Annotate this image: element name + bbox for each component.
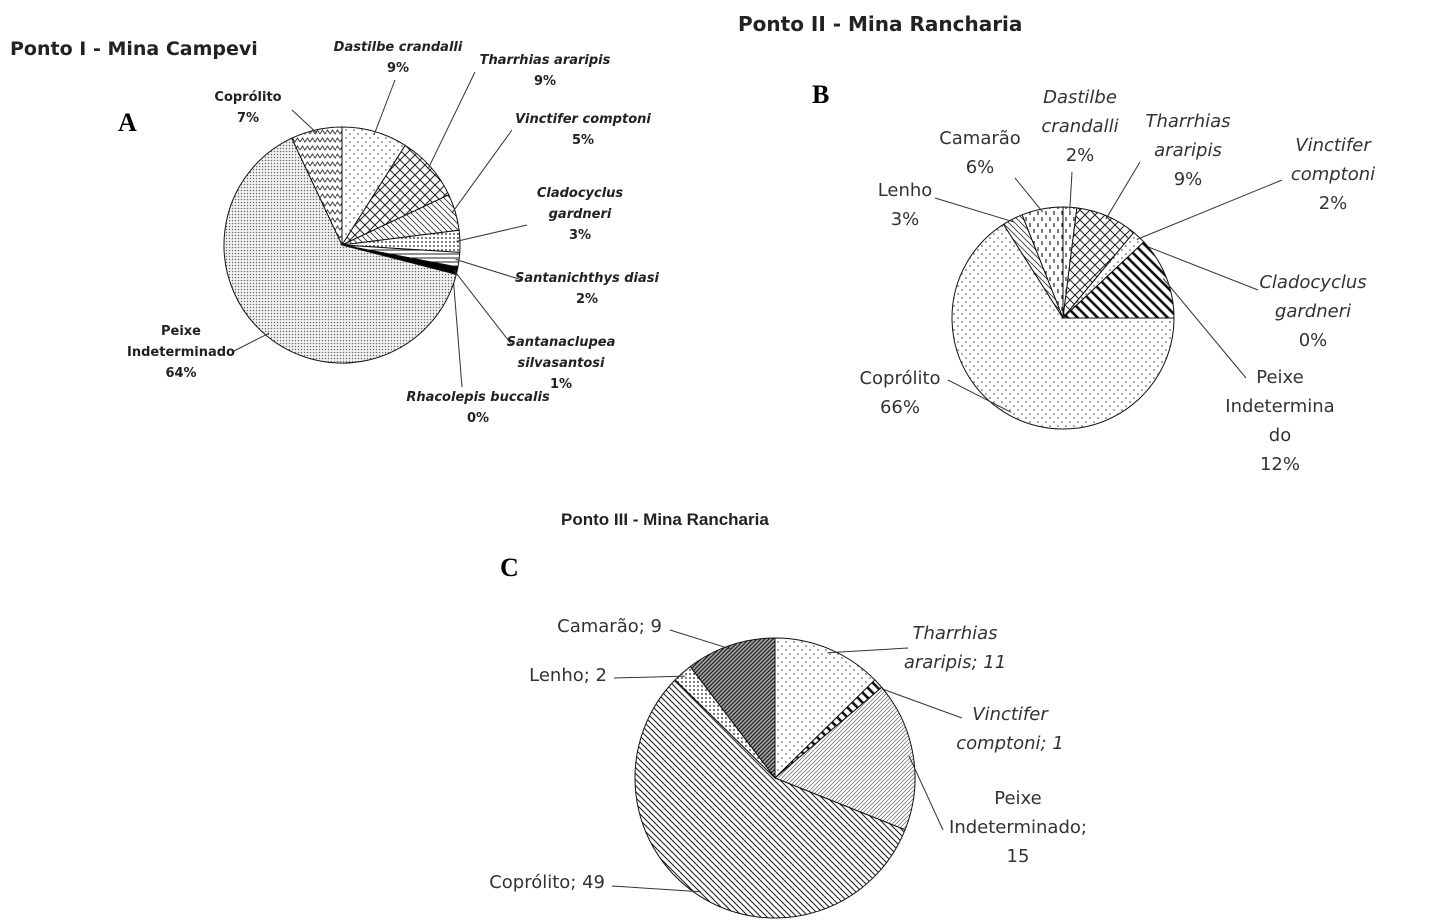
slice-label: Vinctifer comptoni; 1: [935, 700, 1085, 758]
slice-label: Dastilbe crandalli 9%: [318, 37, 478, 79]
slice-label: Cladocyclus gardneri 0%: [1253, 268, 1373, 355]
leader-line: [614, 676, 685, 678]
leader-line: [1070, 172, 1072, 211]
category-name: Camarão: [939, 128, 1021, 149]
value-label: 3%: [525, 225, 635, 246]
category-name: Santanaclupea silvasantosi: [507, 335, 616, 371]
slice-label: Lenho 3%: [870, 176, 940, 234]
value-label: 5%: [493, 130, 673, 151]
value-label: 2%: [502, 289, 672, 310]
label-separator: ;: [1041, 733, 1053, 754]
slice-label: Tharrhias araripis 9%: [460, 50, 630, 92]
value-label: 9%: [318, 58, 478, 79]
slice-label: Coprólito 7%: [208, 87, 288, 129]
value-label: 12%: [1225, 450, 1335, 479]
panel-label: C: [500, 553, 519, 583]
value-label: 2: [596, 665, 607, 686]
value-label: 1: [1052, 733, 1063, 754]
category-name: Peixe Indeterminado: [949, 788, 1081, 838]
panel-label: A: [118, 108, 137, 138]
label-separator: ;: [971, 652, 983, 673]
panel-label: B: [812, 80, 829, 110]
value-label: 7%: [208, 108, 288, 129]
chart-title: Ponto III - Mina Rancharia: [561, 510, 769, 530]
value-label: 0%: [388, 408, 568, 429]
leader-line: [232, 333, 269, 352]
label-separator: ;: [1081, 817, 1087, 838]
value-label: 49: [582, 872, 605, 893]
slice-label: Camarão; 9: [512, 612, 662, 641]
value-label: 11: [983, 652, 1006, 673]
slice-label: Tharrhias araripis 9%: [1138, 107, 1238, 194]
value-label: 9%: [1138, 165, 1238, 194]
value-label: 2%: [1273, 189, 1393, 218]
slice-label: Lenho; 2: [457, 661, 607, 690]
leader-line: [456, 225, 527, 241]
label-separator: ;: [639, 616, 651, 637]
category-name: Coprólito: [214, 90, 281, 105]
value-label: 15: [1007, 846, 1030, 867]
slice-label: Peixe Indeterminado; 15: [943, 784, 1093, 871]
slice-label: Santanichthys diasi 2%: [502, 268, 672, 310]
figure: Ponto I - Mina Campevi A Dastilbe crandall…: [0, 0, 1443, 924]
leader-line: [935, 198, 1014, 222]
category-name: Tharrhias araripis: [1145, 111, 1230, 161]
value-label: 2%: [1030, 141, 1130, 170]
category-name: Peixe Indeterminado: [127, 324, 235, 360]
leader-line: [453, 273, 462, 387]
category-name: Rhacolepis buccalis: [406, 390, 549, 405]
leader-line: [1015, 178, 1043, 212]
category-name: Dastilbe crandalli: [1041, 87, 1118, 137]
leader-line: [292, 110, 317, 133]
label-separator: ;: [584, 665, 596, 686]
slice-label: Vinctifer comptoni 5%: [493, 109, 673, 151]
slice-label: Coprólito 66%: [855, 364, 945, 422]
slice-label: Rhacolepis buccalis 0%: [388, 387, 568, 429]
slice-label: Peixe Indeterminado 64%: [126, 321, 236, 384]
leader-line: [1106, 162, 1140, 219]
leader-line: [374, 80, 395, 135]
value-label: 66%: [855, 393, 945, 422]
slice-label: Dastilbe crandalli 2%: [1030, 83, 1130, 170]
category-name: Dastilbe crandalli: [334, 40, 463, 55]
value-label: 9: [651, 616, 662, 637]
category-name: Peixe Indeterminado: [1225, 367, 1334, 446]
value-label: 0%: [1253, 326, 1373, 355]
category-name: Lenho: [878, 180, 933, 201]
category-name: Santanichthys diasi: [515, 271, 659, 286]
slice-label: Camarão 6%: [930, 124, 1030, 182]
category-name: Tharrhias araripis: [480, 53, 611, 68]
slice-label: Tharrhias araripis; 11: [880, 619, 1030, 677]
chart-title: Ponto I - Mina Campevi: [10, 38, 258, 60]
category-name: Cladocyclus gardneri: [537, 186, 623, 222]
value-label: 64%: [126, 363, 236, 384]
category-name: Lenho: [529, 665, 584, 686]
category-name: Coprólito: [489, 872, 570, 893]
value-label: 6%: [930, 153, 1030, 182]
category-name: Camarão: [557, 616, 639, 637]
category-name: Cladocyclus gardneri: [1259, 272, 1366, 322]
chart-title: Ponto II - Mina Rancharia: [738, 12, 1022, 36]
slice-label: Vinctifer comptoni 2%: [1273, 131, 1393, 218]
slice-label: Peixe Indeterminado 12%: [1225, 363, 1335, 479]
leader-line: [670, 630, 732, 649]
value-label: 3%: [870, 205, 940, 234]
label-separator: ;: [570, 872, 582, 893]
category-name: Vinctifer comptoni: [1291, 135, 1375, 185]
category-name: Coprólito: [859, 368, 940, 389]
category-name: Vinctifer comptoni: [956, 704, 1048, 754]
slice-label: Coprólito; 49: [405, 868, 605, 897]
slice-label: Cladocyclus gardneri 3%: [525, 183, 635, 246]
category-name: Vinctifer comptoni: [515, 112, 651, 127]
value-label: 9%: [460, 71, 630, 92]
